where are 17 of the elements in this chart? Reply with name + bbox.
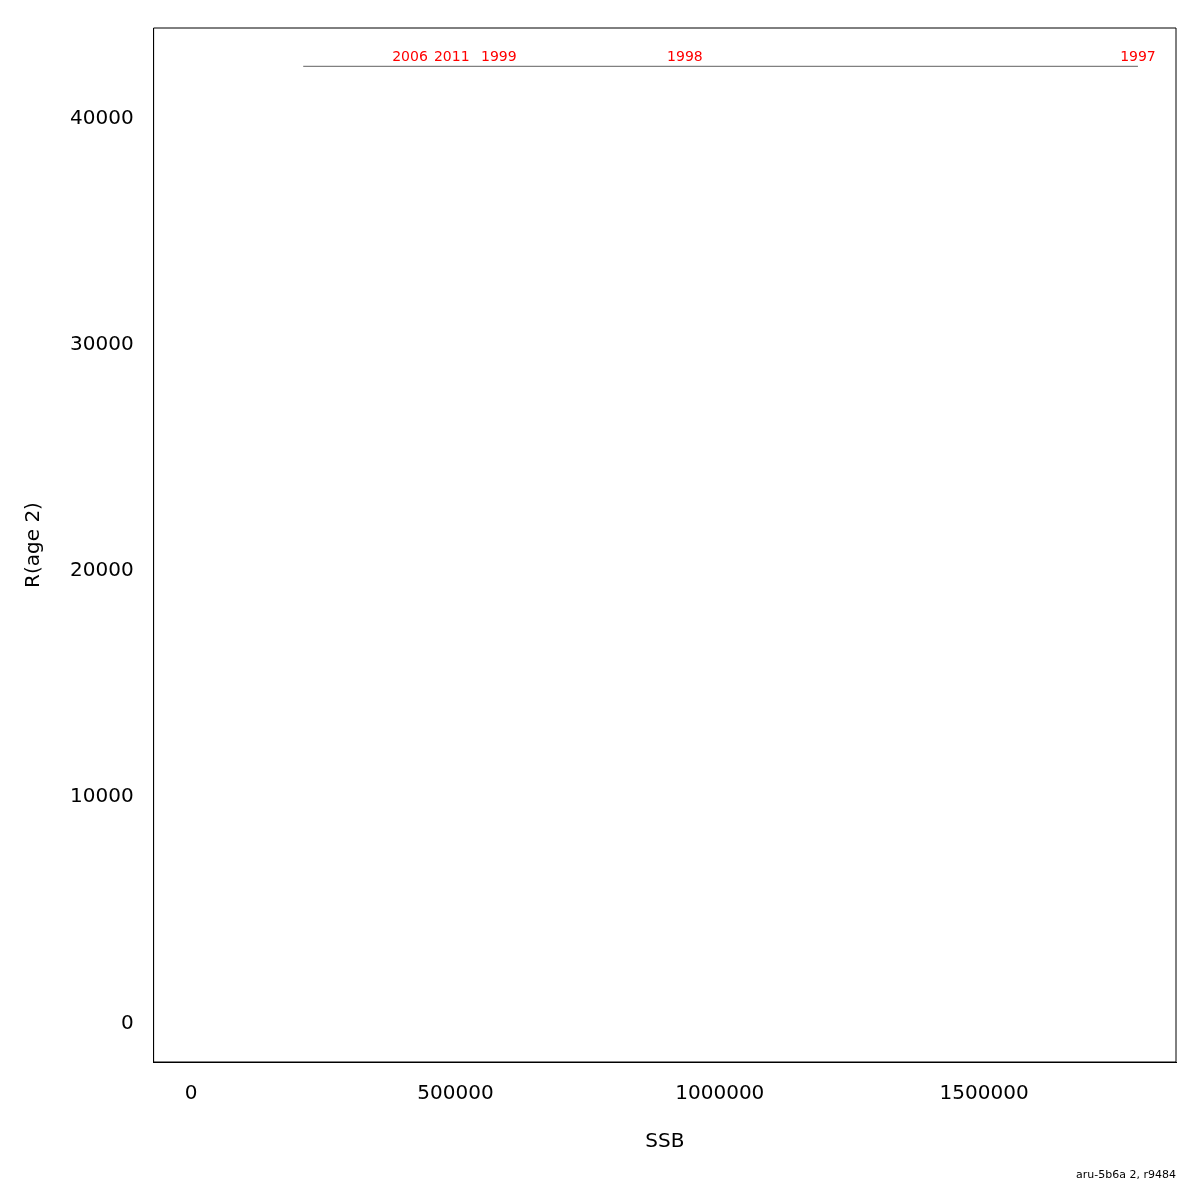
x-axis-title: SSB bbox=[645, 1128, 685, 1153]
x-tick-label: 500000 bbox=[417, 1080, 494, 1105]
y-tick-label: 20000 bbox=[70, 557, 134, 582]
y-axis-title: R(age 2) bbox=[20, 502, 45, 588]
annotation: 2006 bbox=[392, 48, 428, 65]
annotation: 2011 bbox=[433, 48, 470, 65]
x-tick-label: 1500000 bbox=[939, 1080, 1029, 1105]
y-tick-label: 40000 bbox=[70, 104, 134, 129]
x-tick-label: 1000000 bbox=[675, 1080, 765, 1105]
annotation: 1998 bbox=[667, 48, 703, 65]
y-tick-label: 30000 bbox=[70, 330, 134, 355]
annotation: 1999 bbox=[481, 48, 517, 65]
x-tick-label: 0 bbox=[184, 1080, 198, 1105]
y-tick-label: 10000 bbox=[70, 783, 134, 808]
annotation: 1997 bbox=[1120, 48, 1156, 65]
y-tick-label: 0 bbox=[120, 1009, 134, 1034]
text: aru-5b6a 2, r9484 bbox=[1075, 1168, 1177, 1181]
